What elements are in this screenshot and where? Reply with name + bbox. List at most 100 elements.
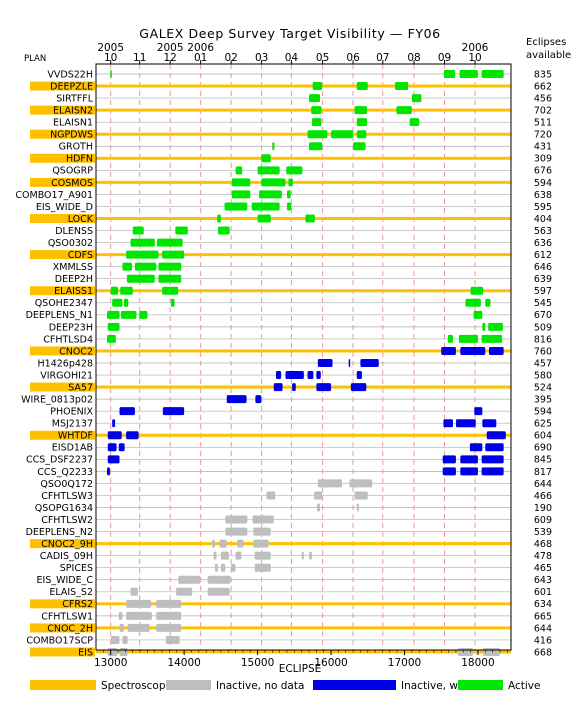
- target-row: CDFS 612: [30, 250, 552, 261]
- visibility-segment: [469, 443, 483, 452]
- target-row: H1426p428 457: [38, 358, 552, 369]
- target-row: DEEP23H 509: [49, 322, 552, 333]
- eclipses-available: 816: [534, 334, 552, 345]
- x-axis: 13000 14000 15000 16000 17000 18000: [94, 650, 508, 669]
- spectroscopic-label-band: [30, 599, 95, 609]
- target-name: EIS: [78, 647, 93, 658]
- target-row: ELAISN2 702: [30, 106, 552, 117]
- visibility-segment: [455, 419, 476, 428]
- eclipses-available: 665: [534, 611, 552, 622]
- visibility-segment: [253, 527, 271, 536]
- eclipses-available: 668: [534, 647, 552, 658]
- target-name: COSMOS: [51, 178, 93, 189]
- month-tick-label: 08: [407, 52, 420, 64]
- target-name: DEEPLENS_N2: [26, 527, 93, 538]
- target-row: DEEPZLE 662: [30, 81, 552, 92]
- eclipses-available: 845: [534, 455, 552, 466]
- eclipses-available: 563: [534, 226, 552, 237]
- target-name: SPICES: [60, 563, 93, 574]
- x-tick-label: 18000: [461, 657, 494, 669]
- target-row: MSJ2137 625: [52, 419, 552, 430]
- x-tick-label: 15000: [241, 657, 274, 669]
- visibility-segment: [107, 648, 118, 656]
- target-name: ELAISN1: [53, 118, 93, 129]
- spectroscopic-label-band: [30, 153, 95, 163]
- visibility-segment: [309, 142, 323, 151]
- visibility-segment: [112, 298, 123, 307]
- target-name: ELAISN2: [53, 106, 93, 117]
- visibility-segment: [486, 431, 506, 440]
- eclipses-available: 639: [534, 274, 552, 285]
- month-gridlines: [110, 64, 476, 650]
- target-row: SPICES 465: [60, 563, 552, 574]
- spectroscopic-label-band: [30, 81, 95, 91]
- year-tick-label: 2005: [97, 42, 124, 54]
- visibility-segment: [354, 106, 368, 115]
- visibility-segment: [485, 443, 504, 452]
- eclipses-available: 638: [534, 190, 552, 201]
- visibility-segment: [220, 551, 229, 560]
- eclipses-available: 817: [534, 467, 552, 478]
- visibility-segment: [235, 166, 243, 175]
- target-name: HDFN: [66, 154, 93, 165]
- plan-header: PLAN: [24, 54, 46, 64]
- visibility-segment: [261, 154, 271, 163]
- visibility-segment: [317, 503, 321, 512]
- spectroscopic-row-band: [96, 433, 511, 437]
- visibility-segment: [442, 467, 456, 476]
- target-row: QSO0Q172 644: [40, 479, 552, 490]
- visibility-segment: [459, 70, 478, 78]
- eclipses-available: 625: [534, 419, 552, 430]
- target-name: CFHTLSW1: [41, 611, 93, 622]
- visibility-segment: [225, 515, 248, 524]
- visibility-segment: [396, 106, 412, 115]
- legend-label: Spectroscopic: [101, 680, 174, 692]
- eclipses-available: 760: [534, 346, 552, 357]
- visibility-segment: [231, 178, 251, 187]
- target-name: CDFS: [68, 250, 93, 261]
- visibility-segment: [107, 431, 122, 440]
- visibility-segment: [235, 551, 242, 560]
- target-name: QSO0Q172: [40, 479, 93, 490]
- visibility-segment: [252, 515, 274, 524]
- visibility-segment: [176, 587, 193, 596]
- visibility-segment: [226, 395, 247, 404]
- target-row: WHTDF 604: [30, 431, 552, 442]
- month-tick-label: 05: [316, 52, 329, 64]
- x-axis-label: ECLIPSE: [279, 663, 322, 675]
- target-name: ELAIS_S2: [49, 587, 93, 598]
- x-tick-label: 14000: [167, 657, 200, 669]
- target-name: EIS_WIDE_D: [36, 202, 93, 213]
- visibility-segment: [460, 455, 478, 464]
- visibility-segment: [107, 322, 120, 331]
- visibility-segment: [214, 563, 218, 572]
- visibility-segment: [411, 94, 422, 103]
- target-name: PHOENIX: [50, 407, 93, 418]
- visibility-segment: [156, 623, 182, 632]
- eclipses-available: 702: [534, 106, 552, 117]
- visibility-segment: [165, 635, 180, 644]
- visibility-segment: [473, 310, 483, 319]
- spectroscopic-row-band: [96, 217, 511, 220]
- spectroscopic-row-band: [96, 385, 511, 389]
- target-name: EIS_WIDE_C: [37, 575, 94, 586]
- visibility-segment: [207, 575, 231, 584]
- target-row: QSO0302 636: [48, 238, 552, 249]
- visibility-segment: [474, 407, 483, 416]
- target-row: DEEPLENS_N1 670: [26, 310, 552, 321]
- visibility-segment: [273, 383, 283, 392]
- legend: Spectroscopic Inactive, no data Inactive, …: [30, 680, 540, 692]
- target-row: SA57 524: [30, 382, 552, 393]
- visibility-segment: [107, 334, 116, 343]
- visibility-segment: [118, 443, 125, 452]
- visibility-segment: [254, 551, 271, 560]
- visibility-segment: [292, 383, 296, 392]
- visibility-segment: [353, 142, 366, 151]
- visibility-segment: [470, 286, 484, 295]
- plot-frame: [95, 63, 512, 651]
- visibility-segment: [170, 298, 175, 307]
- visibility-segment: [134, 262, 157, 271]
- target-name: QSO0302: [48, 238, 93, 249]
- target-name: WIRE_0813p02: [21, 395, 93, 406]
- spectroscopic-label-band: [30, 539, 95, 549]
